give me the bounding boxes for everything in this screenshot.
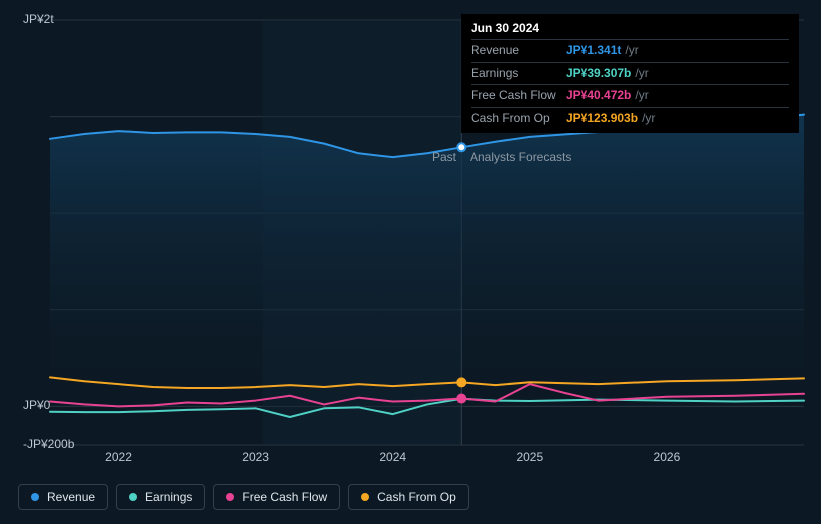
tooltip-rows: RevenueJP¥1.341t/yrEarningsJP¥39.307b/yr…: [471, 39, 789, 129]
y-tick-label: -JP¥200b: [23, 437, 74, 451]
x-tick-label: 2023: [242, 450, 269, 464]
tooltip-value: JP¥1.341t: [566, 42, 621, 59]
legend-bar: Revenue Earnings Free Cash Flow Cash From O…: [18, 484, 469, 510]
y-tick-label: JP¥2t: [23, 12, 54, 26]
tooltip-unit: /yr: [635, 65, 648, 82]
legend-dot-icon: [129, 493, 137, 501]
tooltip-unit: /yr: [625, 42, 638, 59]
legend-label: Revenue: [47, 490, 95, 504]
tooltip-date: Jun 30 2024: [471, 20, 789, 39]
tooltip-metric: Revenue: [471, 42, 566, 59]
tooltip-value: JP¥40.472b: [566, 87, 631, 104]
tooltip-metric: Free Cash Flow: [471, 87, 566, 104]
legend-dot-icon: [361, 493, 369, 501]
tooltip-row: Free Cash FlowJP¥40.472b/yr: [471, 84, 789, 106]
x-tick-label: 2025: [516, 450, 543, 464]
financials-chart-root: JP¥2t JP¥0 -JP¥200b 2022 2023 2024 2025 2026 P…: [0, 0, 821, 524]
region-label-forecast: Analysts Forecasts: [470, 150, 571, 164]
hover-tooltip: Jun 30 2024 RevenueJP¥1.341t/yrEarningsJ…: [461, 14, 799, 133]
legend-item-earnings[interactable]: Earnings: [116, 484, 205, 510]
region-label-past: Past: [432, 150, 456, 164]
legend-item-revenue[interactable]: Revenue: [18, 484, 108, 510]
tooltip-row: EarningsJP¥39.307b/yr: [471, 62, 789, 84]
legend-label: Free Cash Flow: [242, 490, 327, 504]
tooltip-row: Cash From OpJP¥123.903b/yr: [471, 107, 789, 129]
x-tick-label: 2024: [379, 450, 406, 464]
tooltip-row: RevenueJP¥1.341t/yr: [471, 39, 789, 61]
tooltip-unit: /yr: [635, 87, 648, 104]
legend-dot-icon: [226, 493, 234, 501]
tooltip-metric: Earnings: [471, 65, 566, 82]
tooltip-metric: Cash From Op: [471, 110, 566, 127]
tooltip-unit: /yr: [642, 110, 655, 127]
legend-dot-icon: [31, 493, 39, 501]
x-tick-label: 2022: [105, 450, 132, 464]
legend-label: Earnings: [145, 490, 192, 504]
legend-item-fcf[interactable]: Free Cash Flow: [213, 484, 340, 510]
legend-item-cfo[interactable]: Cash From Op: [348, 484, 469, 510]
tooltip-value: JP¥123.903b: [566, 110, 638, 127]
y-tick-label: JP¥0: [23, 398, 50, 412]
x-tick-label: 2026: [654, 450, 681, 464]
legend-label: Cash From Op: [377, 490, 456, 504]
tooltip-value: JP¥39.307b: [566, 65, 631, 82]
